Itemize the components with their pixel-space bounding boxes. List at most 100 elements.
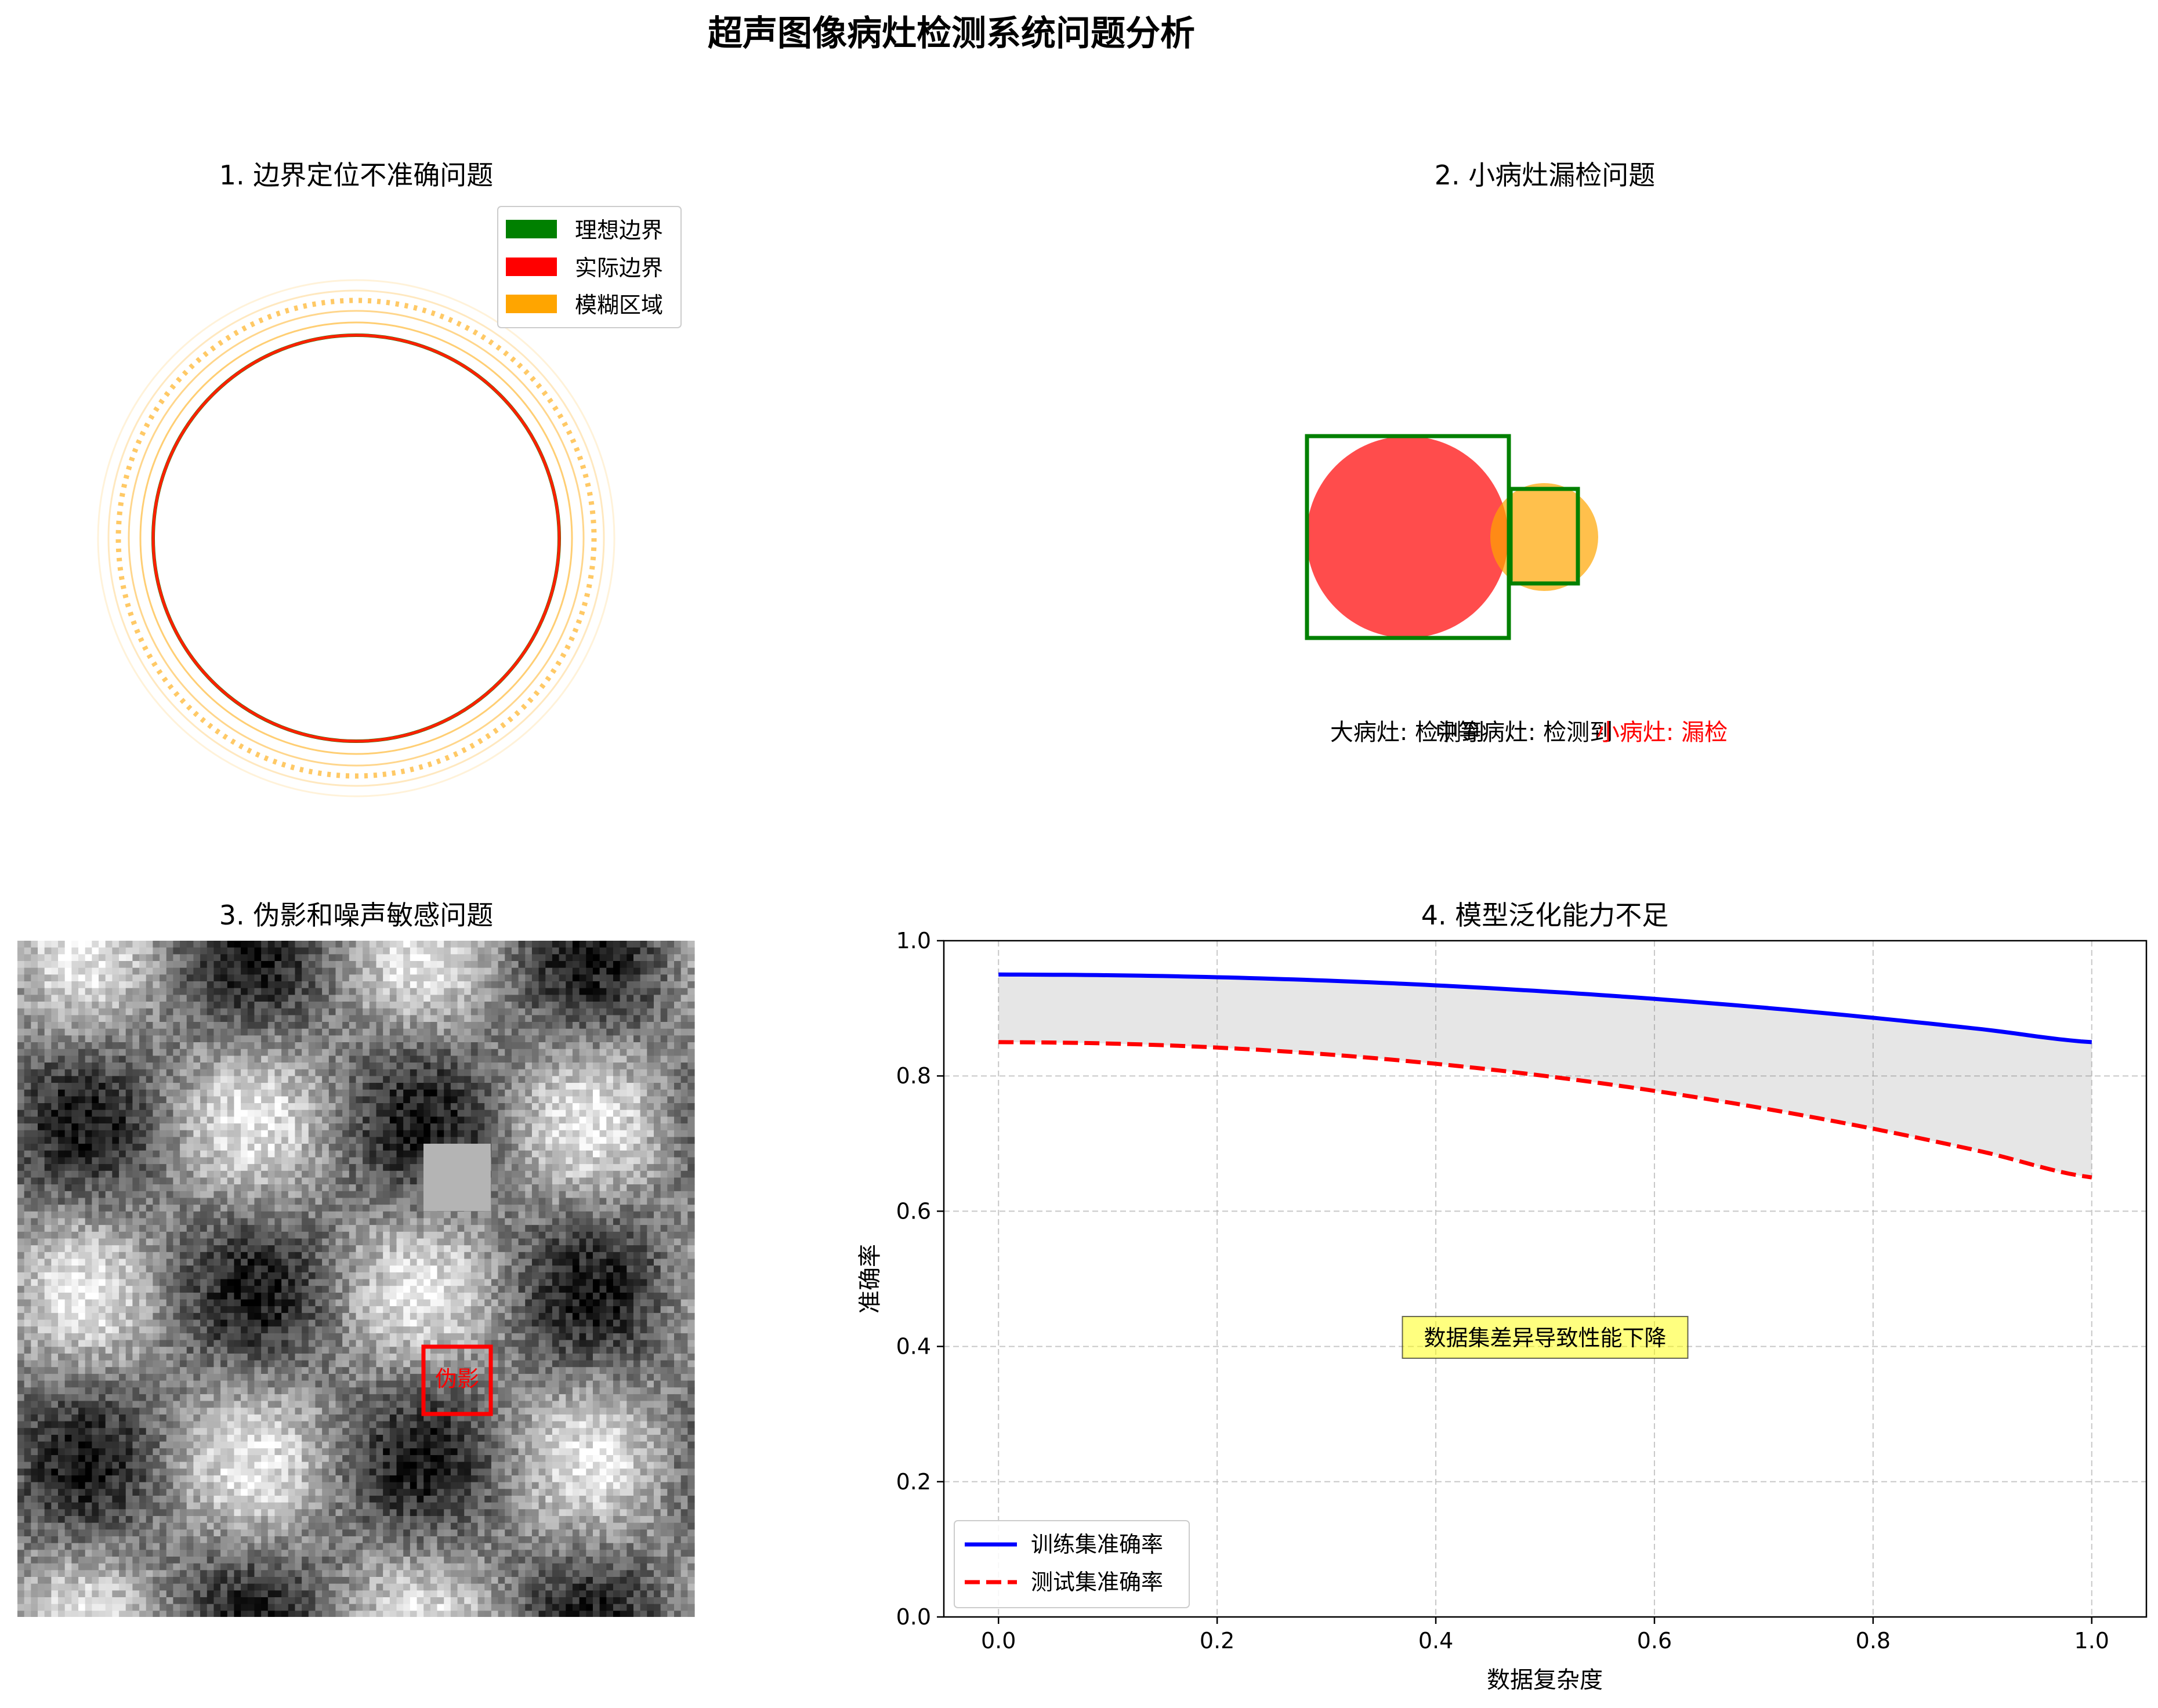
noise-pixel [24,1272,31,1280]
noise-pixel [146,1245,153,1253]
noise-pixel [545,1184,553,1192]
noise-pixel [579,1028,586,1036]
noise-pixel [247,1144,255,1151]
noise-pixel [423,1069,431,1076]
noise-pixel [484,1225,492,1232]
noise-pixel [403,1056,411,1063]
noise-pixel [38,1008,45,1016]
noise-pixel [227,1144,235,1151]
noise-pixel [308,1015,316,1022]
noise-pixel [592,981,600,989]
noise-pixel [220,1245,228,1253]
noise-pixel [356,1265,363,1273]
noise-pixel [437,1259,444,1266]
noise-pixel [146,1157,153,1165]
noise-pixel [410,1123,418,1131]
noise-pixel [559,988,566,995]
noise-pixel [667,1022,675,1029]
noise-pixel [166,1083,174,1090]
noise-pixel [505,1205,512,1212]
noise-pixel [125,995,133,1002]
noise-pixel [525,1265,533,1273]
noise-pixel [274,981,282,989]
noise-pixel [470,1096,479,1104]
noise-pixel [342,1137,350,1144]
noise-pixel [444,1008,451,1016]
noise-pixel [112,1008,120,1016]
noise-pixel [85,1238,92,1246]
noise-pixel [579,941,586,948]
noise-pixel [660,1002,668,1009]
noise-pixel [545,981,553,989]
noise-pixel [105,1116,113,1124]
noise-pixel [105,1184,113,1192]
noise-pixel [267,1211,276,1219]
noise-pixel [403,1049,411,1056]
noise-pixel [538,1049,546,1056]
noise-pixel [132,961,140,969]
noise-pixel [470,988,479,995]
noise-pixel [92,988,99,995]
blur-ring-4 [107,289,605,787]
noise-pixel [545,1177,553,1185]
noise-pixel [241,1177,248,1185]
noise-pixel [464,1076,472,1083]
noise-pixel [586,961,593,969]
noise-pixel [220,1002,228,1009]
noise-pixel [241,1191,248,1199]
noise-pixel [687,1238,695,1246]
noise-pixel [173,1211,180,1219]
noise-pixel [267,1137,276,1144]
noise-pixel [470,1123,479,1131]
noise-pixel [207,988,215,995]
noise-pixel [24,1184,31,1192]
noise-pixel [606,1103,614,1111]
noise-pixel [119,1231,126,1239]
noise-pixel [193,995,201,1002]
noise-pixel [383,1238,390,1246]
noise-pixel [586,1096,593,1104]
noise-pixel [525,954,533,962]
noise-pixel [241,1144,248,1151]
noise-pixel [78,1056,86,1063]
noise-pixel [525,1225,533,1232]
noise-pixel [599,1089,607,1097]
noise-pixel [599,1008,607,1016]
noise-pixel [660,1170,668,1178]
noise-pixel [437,1130,444,1138]
noise-pixel [389,1042,397,1050]
noise-pixel [430,1008,438,1016]
noise-pixel [383,1218,390,1225]
noise-pixel [559,1259,566,1266]
noise-pixel [17,1002,25,1009]
noise-pixel [24,1205,31,1212]
noise-pixel [31,1205,38,1212]
noise-pixel [477,1252,485,1260]
noise-pixel [125,1069,133,1076]
noise-pixel [302,974,309,982]
noise-pixel [125,1076,133,1083]
noise-pixel [417,1056,424,1063]
noise-pixel [376,1211,383,1219]
noise-pixel [417,1069,424,1076]
noise-pixel [186,1083,194,1090]
noise-pixel [376,1062,383,1070]
noise-pixel [220,1022,228,1029]
noise-pixel [254,1096,262,1104]
noise-pixel [396,1184,404,1192]
noise-pixel [261,1191,269,1199]
noise-pixel [186,1265,194,1273]
noise-pixel [227,1109,235,1118]
noise-pixel [396,1062,404,1070]
noise-pixel [511,1076,519,1083]
noise-pixel [112,1211,120,1219]
noise-pixel [31,1144,38,1151]
noise-pixel [85,1245,92,1253]
noise-pixel [518,1116,526,1124]
noise-pixel [430,1083,438,1090]
noise-pixel [186,1123,194,1131]
noise-pixel [288,1150,296,1158]
noise-pixel [566,1062,573,1070]
noise-pixel [363,1259,370,1266]
noise-pixel [146,1049,153,1056]
